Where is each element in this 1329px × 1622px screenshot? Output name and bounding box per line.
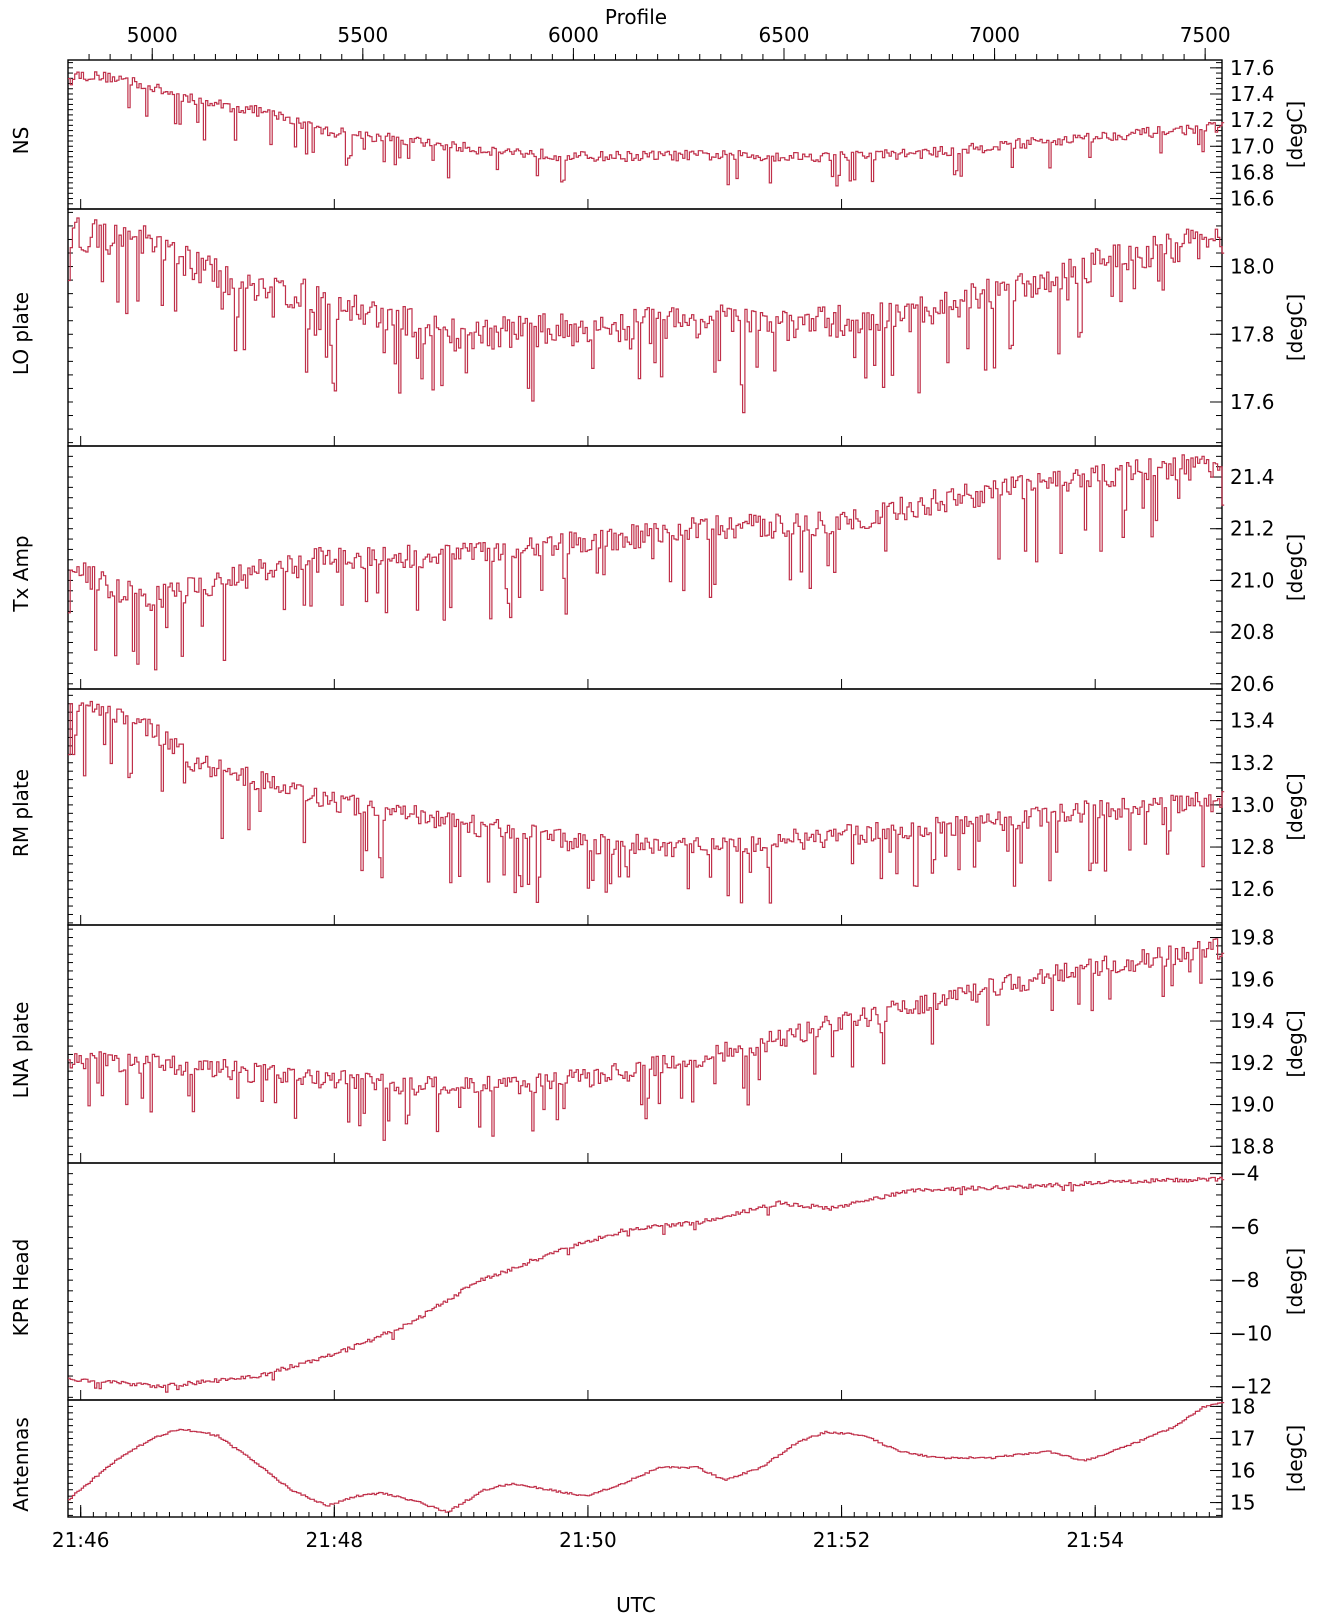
y-tick-label: 21.2 [1230, 517, 1275, 541]
panel-rm-plate: 12.6 12.8 13.0 13.2 13.4 RM plate [degC] [9, 688, 1307, 926]
panel-unit: [degC] [1283, 1425, 1307, 1492]
y-tick-label: 13.0 [1230, 793, 1275, 817]
y-tick-label: 16.6 [1230, 187, 1275, 211]
series-line [68, 700, 1225, 904]
y-tick-label: 13.4 [1230, 709, 1275, 733]
x-tick-label: 21:50 [559, 1528, 617, 1552]
y-tick-label: 17.8 [1230, 322, 1275, 346]
panel-label: Tx Amp [9, 535, 33, 612]
x-tick-label: 21:54 [1066, 1528, 1124, 1552]
y-tick-label: 20.8 [1230, 620, 1275, 644]
y-tick-label: 12.6 [1230, 877, 1275, 901]
y-tick-label: 21.4 [1230, 465, 1275, 489]
panel-frame [67, 208, 1223, 447]
x-tick-label: 21:48 [305, 1528, 363, 1552]
panel-unit: [degC] [1283, 534, 1307, 601]
y-tick-label: −6 [1230, 1215, 1259, 1239]
x-tick-label: 21:52 [813, 1528, 871, 1552]
panel-label: NS [9, 127, 33, 155]
panel-label: Antennas [9, 1417, 33, 1512]
panel-label: LO plate [9, 292, 33, 375]
top-tick-label: 7500 [1180, 23, 1231, 47]
y-tick-label: 19.6 [1230, 967, 1275, 991]
panel-label: KPR Head [9, 1239, 33, 1337]
top-tick-label: 6000 [548, 23, 599, 47]
panels: 16.616.817.017.217.417.6NS [degC]17.617.8… [9, 56, 1307, 1518]
series-line [68, 454, 1225, 671]
y-tick-label: 19.0 [1230, 1093, 1275, 1117]
y-tick-label: 15 [1230, 1491, 1255, 1515]
y-tick-label: −8 [1230, 1268, 1259, 1292]
panel-unit: [degC] [1283, 1010, 1307, 1077]
panel-label: LNA plate [9, 1002, 33, 1099]
y-tick-label: 19.8 [1230, 926, 1275, 950]
bottom-axis: 21:46 21:48 21:50 21:52 21:54 [52, 1505, 1223, 1552]
panel-unit: [degC] [1283, 1248, 1307, 1315]
y-tick-label: 13.2 [1230, 751, 1275, 775]
series-line [68, 1402, 1225, 1513]
top-axis-title: Profile [605, 5, 667, 29]
panel-frame [67, 688, 1223, 926]
top-tick-label: 7000 [969, 23, 1020, 47]
panel-label: RM plate [9, 769, 33, 857]
panel-unit: [degC] [1283, 101, 1307, 168]
y-tick-label: 19.2 [1230, 1051, 1275, 1075]
y-tick-label: 20.6 [1230, 672, 1275, 696]
panel-lo-plate: 17.6 17.8 18.0 LO plate [degC] [9, 208, 1307, 447]
panel-unit: [degC] [1283, 773, 1307, 840]
y-tick-label: 21.0 [1230, 568, 1275, 592]
panel-frame [67, 59, 1223, 210]
y-tick-label: 17.6 [1230, 390, 1275, 414]
top-tick-label: 5000 [127, 23, 178, 47]
top-tick-label: 6500 [759, 23, 810, 47]
panel-frame [67, 1162, 1223, 1401]
panel-unit: [degC] [1283, 294, 1307, 361]
series-line [68, 938, 1225, 1141]
y-tick-label: 18.8 [1230, 1134, 1275, 1158]
y-tick-label: 17.0 [1230, 134, 1275, 158]
y-tick-label: −10 [1230, 1321, 1272, 1345]
y-tick-label: 17.2 [1230, 108, 1275, 132]
panel-lna-plate: 18.8 19.0 19.2 19.4 19.6 19.8 LNA plate [degC] [9, 924, 1307, 1164]
panel-frame [67, 924, 1223, 1164]
bottom-axis-title: UTC [616, 1593, 656, 1617]
y-tick-label: 18 [1230, 1394, 1255, 1418]
series-line [68, 1176, 1225, 1393]
series-line [68, 217, 1225, 414]
panel-ns: 16.6 16.817.017.217.417.6 NS [degC] [9, 56, 1307, 211]
y-tick-label: 17.6 [1230, 56, 1275, 80]
y-tick-label: 16 [1230, 1459, 1255, 1483]
y-tick-label: −12 [1230, 1375, 1272, 1399]
panel-frame [67, 1399, 1223, 1518]
series-line [68, 71, 1225, 187]
y-tick-label: 19.4 [1230, 1009, 1275, 1033]
y-tick-label: −4 [1230, 1162, 1259, 1186]
panel-kpr-head: −12 −10 −8 −6 −4 KPR Head [degC] [9, 1162, 1307, 1401]
y-tick-label: 16.8 [1230, 160, 1275, 184]
x-tick-label: 21:46 [52, 1528, 110, 1552]
y-tick-label: 17 [1230, 1426, 1255, 1450]
top-tick-label: 5500 [337, 23, 388, 47]
y-tick-label: 18.0 [1230, 255, 1275, 279]
panel-antennas: 15 16 17 18 Antennas [degC] [9, 1394, 1307, 1518]
y-tick-label: 12.8 [1230, 835, 1275, 859]
top-axis: 5000 5500 6000 6500 7000 7500 [88, 23, 1231, 60]
panel-tx-amp: 20.6 20.8 21.0 21.2 21.4 Tx Amp [degC] [9, 445, 1307, 696]
y-tick-label: 17.4 [1230, 82, 1275, 106]
